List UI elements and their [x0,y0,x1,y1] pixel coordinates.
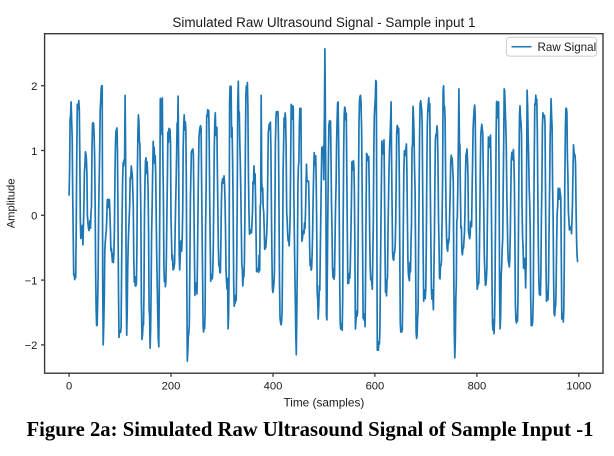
svg-text:−1: −1 [25,275,38,287]
svg-text:2: 2 [31,81,37,93]
svg-text:Simulated Raw Ultrasound Signa: Simulated Raw Ultrasound Signal - Sample… [172,15,475,30]
svg-text:0: 0 [66,380,72,392]
svg-text:Amplitude: Amplitude [6,179,18,229]
svg-text:200: 200 [162,380,181,392]
svg-text:400: 400 [264,380,283,392]
svg-text:−2: −2 [25,340,38,352]
svg-text:800: 800 [468,380,487,392]
svg-text:Time (samples): Time (samples) [283,396,364,410]
svg-text:1: 1 [31,146,37,158]
svg-text:600: 600 [366,380,385,392]
svg-text:1000: 1000 [566,380,591,392]
svg-text:Raw Signal: Raw Signal [538,41,597,54]
svg-text:0: 0 [31,211,37,223]
